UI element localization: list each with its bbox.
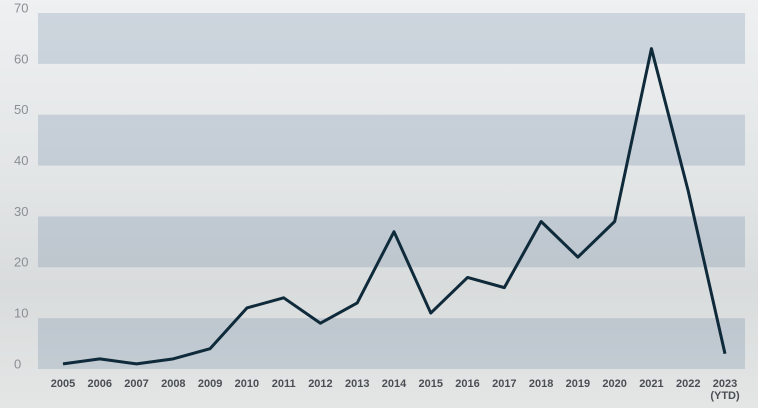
x-tick-label: 2005 (43, 378, 83, 390)
x-tick-label: 2006 (80, 378, 120, 390)
x-tick-label: 2022 (668, 378, 708, 390)
y-tick-label: 0 (14, 356, 21, 371)
y-tick-label: 50 (14, 102, 28, 117)
x-tick-label: 2008 (153, 378, 193, 390)
plot: 0 10 20 30 40 50 60 70 (0, 0, 758, 408)
y-tick-label: 40 (14, 153, 28, 168)
x-tick-label: 2020 (595, 378, 635, 390)
y-tick-label: 10 (14, 306, 28, 321)
y-tick-label: 70 (14, 0, 28, 15)
y-tick-label: 30 (14, 204, 28, 219)
x-tick-label: 2021 (631, 378, 671, 390)
line (63, 49, 725, 364)
band (38, 216, 745, 267)
x-tick-label: 2007 (117, 378, 157, 390)
x-tick-label: 2010 (227, 378, 267, 390)
x-tick-label: 2018 (521, 378, 561, 390)
x-tick-label: 2017 (484, 378, 524, 390)
x-tick-label: 2023 (YTD) (705, 378, 745, 402)
y-tick-label: 20 (14, 255, 28, 270)
x-tick-label: 2012 (300, 378, 340, 390)
x-tick-label: 2019 (558, 378, 598, 390)
x-tick-label: 2013 (337, 378, 377, 390)
x-tick-label: 2016 (448, 378, 488, 390)
y-tick-label: 60 (14, 51, 28, 66)
x-tick-label: 2011 (264, 378, 304, 390)
band (38, 13, 745, 64)
chart: 0 10 20 30 40 50 60 70 200520062007200820092010… (0, 0, 758, 408)
x-tick-label: 2009 (190, 378, 230, 390)
x-tick-label: 2014 (374, 378, 414, 390)
x-tick-label: 2015 (411, 378, 451, 390)
band (38, 115, 745, 166)
